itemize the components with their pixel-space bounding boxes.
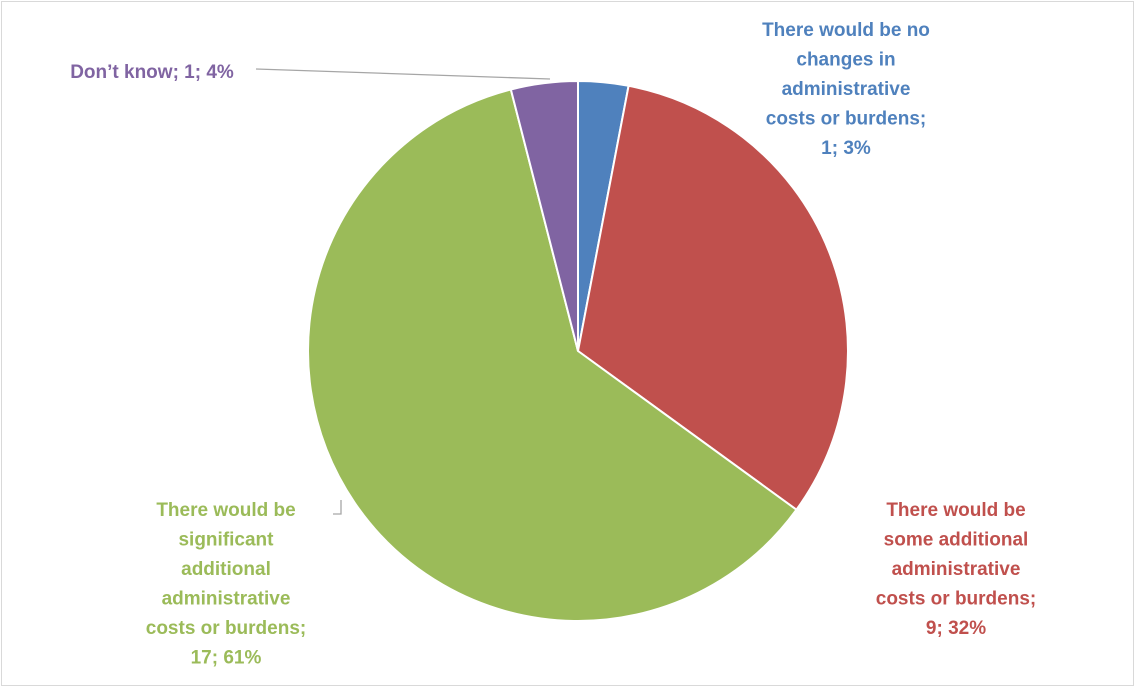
data-label-line: administrative	[892, 559, 1021, 580]
data-label-line: 1; 3%	[821, 138, 871, 159]
data-label-line: 17; 61%	[191, 648, 262, 669]
leader-line-there-would-be-significant-additional-administrative-costs-or-burdens	[333, 500, 342, 515]
pie-slice-dont-know	[509, 79, 579, 352]
data-label-line: significant	[178, 530, 274, 551]
data-label-line: administrative	[782, 79, 911, 100]
data-label-line: additional	[181, 559, 271, 580]
data-label-line: administrative	[162, 589, 291, 610]
data-label-line: There would be no	[762, 20, 930, 41]
data-label-line: costs or burdens;	[766, 109, 926, 130]
data-label-line: costs or burdens;	[146, 618, 306, 639]
data-label-line: There would be	[886, 500, 1025, 521]
data-label-there-would-be-significant-additional-administrative-costs-or-burdens: There would be significant additional admin…	[146, 500, 306, 669]
data-label-line: costs or burdens;	[876, 589, 1036, 610]
data-label-line: some additional	[884, 530, 1029, 551]
data-label-dont-know: Don’t know; 1; 4%	[70, 62, 234, 83]
data-label-line: 9; 32%	[926, 618, 986, 639]
data-label-there-would-be-some-additional-administrative-costs-or-burdens: There would be some additional administrat…	[876, 500, 1036, 639]
data-label-line: Don’t know; 1; 4%	[70, 62, 234, 83]
leader-line-dont-know	[255, 68, 551, 80]
data-label-line: changes in	[796, 50, 895, 71]
pie-slice-there-would-be-some-additional-administrative-costs-or-burdens	[576, 84, 849, 512]
data-label-there-would-be-no-changes-in-administrative-costs-or-burdens: There would be no changes in administrativ…	[762, 20, 930, 159]
data-label-line: There would be	[156, 500, 295, 521]
pie-slice-there-would-be-significant-additional-administrative-costs-or-burdens	[307, 88, 798, 622]
